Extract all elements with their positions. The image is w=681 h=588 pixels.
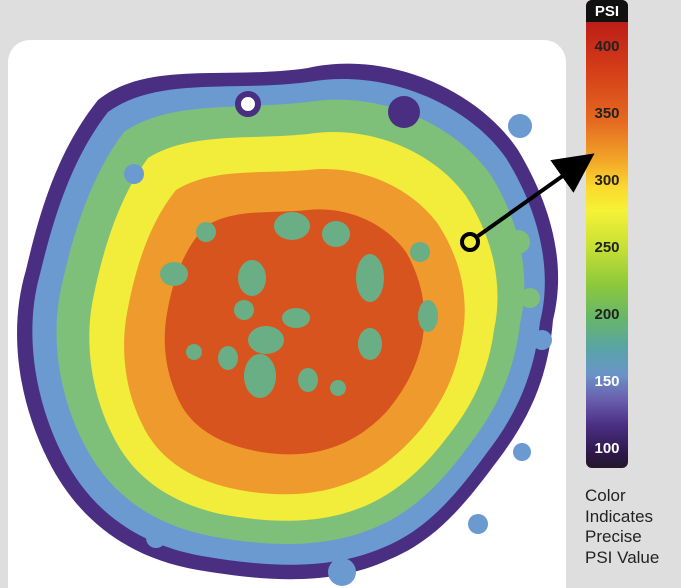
arrow-icon: [476, 153, 595, 238]
blob: [235, 91, 261, 117]
caption-line: PSI Value: [585, 547, 660, 567]
scale-tick-100: 100: [594, 440, 620, 457]
spot: [218, 346, 238, 370]
scale-tick-150: 150: [594, 373, 620, 390]
blob: [146, 528, 166, 548]
spot: [298, 368, 318, 392]
spot: [358, 328, 382, 360]
spot: [186, 344, 202, 360]
scale-tick-250: 250: [594, 239, 620, 256]
spot: [238, 260, 266, 296]
spot: [160, 262, 188, 286]
spot: [234, 300, 254, 320]
scale-tick-400: 400: [594, 38, 620, 55]
circle-marker-icon: [460, 232, 480, 252]
spot: [274, 212, 310, 240]
blob: [124, 164, 144, 184]
caption-line: Precise: [585, 527, 642, 546]
spot: [330, 380, 346, 396]
caption-line: Color: [585, 486, 626, 505]
scale-tick-300: 300: [594, 172, 620, 189]
spot: [418, 300, 438, 332]
psi-color-scale: PSI 400 350 300 250 200 150 100: [586, 0, 628, 468]
edge-blobs: [124, 91, 552, 586]
blob: [513, 443, 531, 461]
blob: [506, 230, 530, 254]
spot: [322, 221, 350, 247]
pressure-map: [17, 63, 559, 586]
caption: Color Indicates Precise PSI Value: [585, 486, 659, 568]
caption-line: Indicates: [585, 506, 654, 526]
scale-tick-350: 350: [594, 105, 620, 122]
spot: [410, 242, 430, 262]
blob: [328, 558, 356, 586]
blob: [508, 114, 532, 138]
blob: [520, 288, 540, 308]
blob: [468, 514, 488, 534]
spot: [196, 222, 216, 242]
spot: [356, 254, 384, 302]
scale-header: PSI: [586, 0, 628, 22]
spot: [248, 326, 284, 354]
pressure-map-panel: [8, 40, 566, 588]
spot: [244, 354, 276, 398]
blob: [532, 330, 552, 350]
blob: [388, 96, 420, 128]
spot: [282, 308, 310, 328]
low-pressure-spots: [160, 212, 438, 398]
scale-tick-200: 200: [594, 306, 620, 323]
